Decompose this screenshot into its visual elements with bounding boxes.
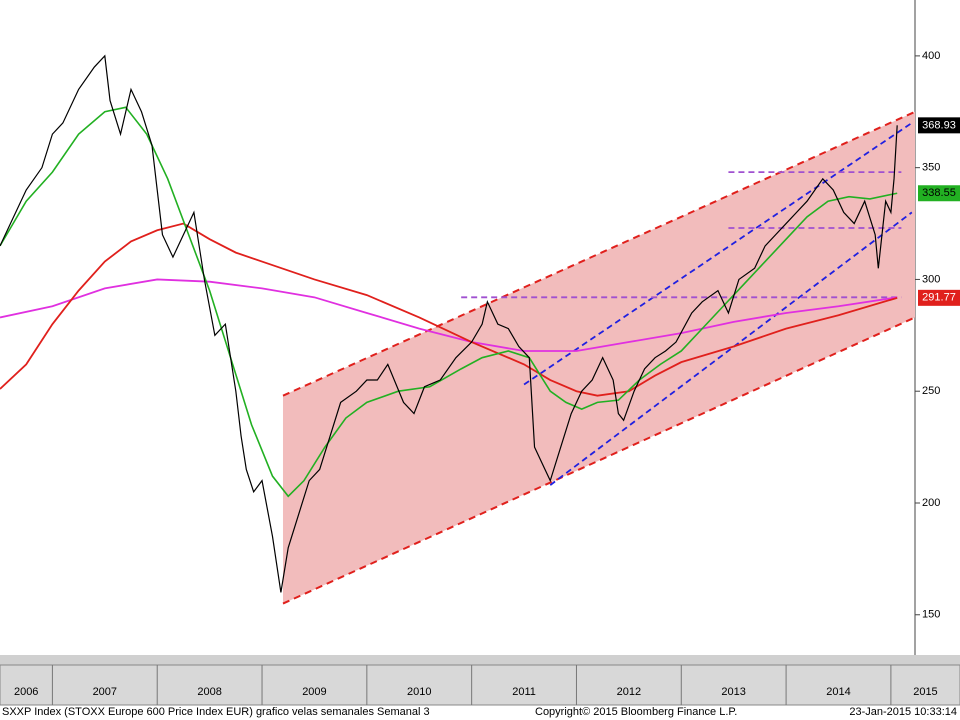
y-tick-label: 400 (922, 50, 940, 62)
footer-right: 23-Jan-2015 10:33:14 (849, 706, 957, 718)
last-value-label: 291.77 (922, 292, 956, 304)
x-axis-band (0, 664, 960, 706)
series-line (0, 278, 898, 352)
footer-center: Copyright© 2015 Bloomberg Finance L.P. (535, 706, 737, 718)
x-tick-label: 2015 (913, 686, 937, 698)
series-line (0, 106, 898, 498)
x-tick-label: 2012 (617, 686, 641, 698)
channel-fill (282, 111, 915, 604)
x-tick-label: 2014 (826, 686, 850, 698)
x-tick-label: 2013 (721, 686, 745, 698)
x-tick-label: 2006 (14, 686, 38, 698)
last-value-box (918, 117, 960, 134)
x-tick-label: 2008 (197, 686, 221, 698)
last-value-label: 368.93 (922, 119, 956, 131)
x-tick-label: 2007 (93, 686, 117, 698)
last-value-box (918, 289, 960, 306)
footer-left: SXXP Index (STOXX Europe 600 Price Index… (2, 706, 430, 718)
channel-line (282, 316, 916, 605)
y-tick-label: 250 (922, 385, 940, 397)
strip (0, 655, 960, 665)
y-tick-label: 350 (922, 162, 940, 174)
series-line (0, 222, 898, 397)
channel-line (282, 110, 916, 397)
y-tick-label: 300 (922, 273, 940, 285)
x-tick-label: 2009 (302, 686, 326, 698)
series-line (0, 54, 898, 593)
trend-line (523, 122, 913, 386)
last-value-label: 338.55 (922, 187, 956, 199)
last-value-box (918, 185, 960, 202)
x-tick-label: 2010 (407, 686, 431, 698)
y-tick-label: 150 (922, 609, 940, 621)
x-tick-label: 2011 (512, 686, 536, 698)
y-tick-label: 200 (922, 497, 940, 509)
trend-line (549, 211, 913, 486)
